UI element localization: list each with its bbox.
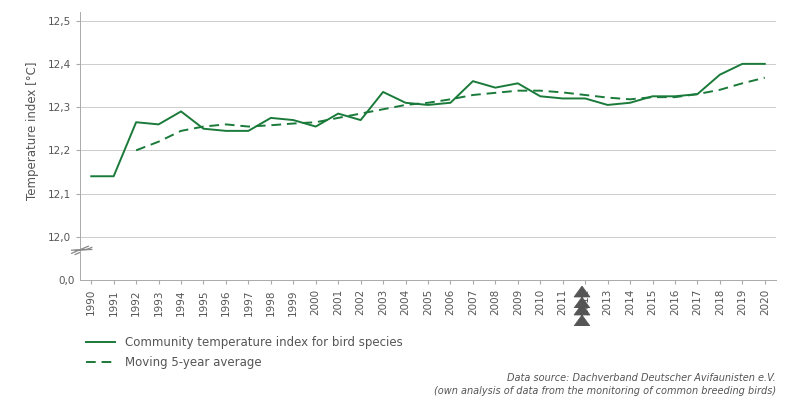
Text: Data source: Dachverband Deutscher Avifaunisten e.V.
(own analysis of data from : Data source: Dachverband Deutscher Avifa… <box>434 373 776 396</box>
Polygon shape <box>574 304 590 326</box>
Polygon shape <box>574 286 590 308</box>
Y-axis label: Temperature index [°C]: Temperature index [°C] <box>26 62 39 200</box>
Legend: Community temperature index for bird species, Moving 5-year average: Community temperature index for bird spe… <box>86 336 402 369</box>
